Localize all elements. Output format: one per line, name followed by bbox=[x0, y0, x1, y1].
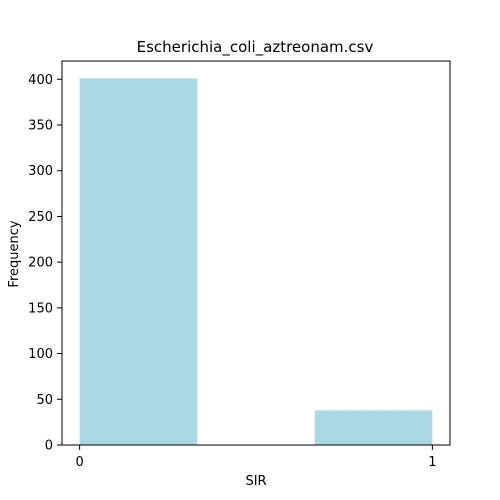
y-axis-title: Frequency bbox=[7, 220, 22, 287]
x-tick-label: 1 bbox=[428, 455, 436, 470]
y-tick-label: 50 bbox=[36, 393, 53, 408]
histogram-bar-0 bbox=[79, 78, 198, 445]
y-tick-label: 200 bbox=[28, 256, 53, 271]
y-tick-label: 150 bbox=[28, 301, 53, 316]
y-tick-label: 300 bbox=[28, 164, 53, 179]
x-axis-title: SIR bbox=[245, 474, 266, 489]
y-axis-ticks: 0 50 100 150 200 250 300 350 400 bbox=[28, 73, 62, 454]
y-tick-label: 400 bbox=[28, 73, 53, 88]
chart-title: Escherichia_coli_aztreonam.csv bbox=[137, 38, 374, 57]
bars-layer bbox=[79, 78, 433, 445]
plot-frame bbox=[61, 60, 451, 446]
y-tick-label: 100 bbox=[28, 347, 53, 362]
histogram-bar-1 bbox=[314, 410, 433, 445]
y-tick-label: 0 bbox=[45, 439, 53, 454]
y-tick-label: 350 bbox=[28, 119, 53, 134]
x-tick-label: 0 bbox=[75, 455, 83, 470]
y-tick-label: 250 bbox=[28, 210, 53, 225]
